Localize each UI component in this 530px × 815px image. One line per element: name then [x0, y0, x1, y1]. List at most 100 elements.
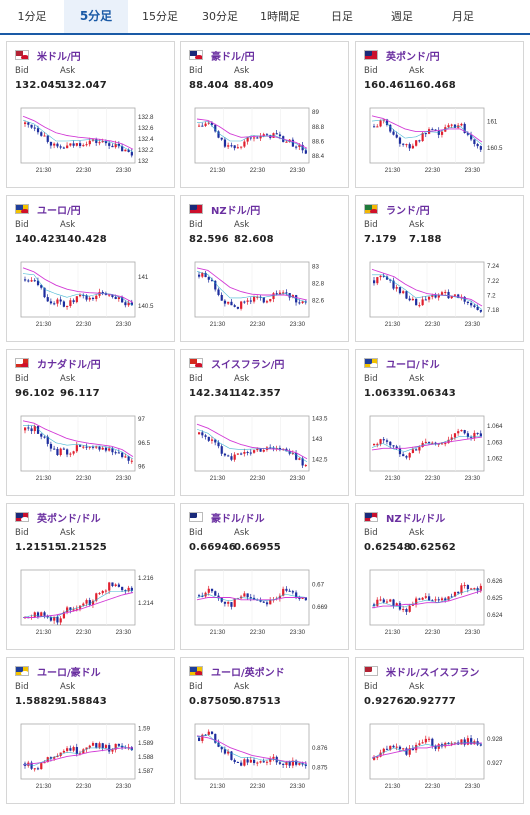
candle	[217, 131, 220, 138]
moving-average-line	[371, 268, 483, 307]
bid-label: Bid	[364, 528, 378, 538]
candle	[227, 301, 230, 304]
candle	[460, 739, 463, 745]
tab-week[interactable]: 週足	[391, 10, 413, 23]
candle	[262, 449, 265, 452]
tab-30m[interactable]: 30分足	[202, 10, 238, 23]
candle	[291, 139, 295, 147]
bid-value: 0.92762	[364, 696, 411, 707]
candle	[72, 609, 75, 611]
moving-average-line	[371, 436, 483, 451]
candle	[233, 145, 236, 149]
candle	[56, 616, 59, 623]
x-tick-label: 23:30	[465, 321, 481, 328]
x-tick-label: 22:30	[250, 167, 266, 174]
x-tick-label: 21:30	[385, 321, 401, 328]
candle	[72, 143, 75, 146]
candle	[246, 593, 249, 598]
candle	[95, 446, 98, 448]
candle	[124, 302, 127, 306]
candle	[385, 748, 389, 750]
y-tick-label: 132.6	[138, 125, 154, 132]
y-tick-label: 132.2	[138, 147, 154, 154]
candle	[85, 295, 88, 300]
x-tick-label: 22:30	[425, 167, 441, 174]
x-tick-label: 22:30	[425, 321, 441, 328]
timeframe-tab-bar: 1分足 5分足 15分足 30分足 1時間足 日足 週足 月足	[0, 0, 530, 35]
x-tick-label: 22:30	[425, 475, 441, 482]
candle	[121, 586, 124, 591]
ask-value: 160.468	[409, 80, 456, 91]
bid-label: Bid	[15, 66, 29, 76]
currency-card: ユーロ/円 Bid Ask 140.423 140.428 141 140.5 21:30 22…	[6, 195, 175, 342]
candle	[214, 733, 217, 743]
candle	[249, 300, 252, 302]
x-tick-label: 21:30	[36, 167, 52, 174]
pair-name: ユーロ/円	[37, 206, 81, 217]
tab-1h[interactable]: 1時間足	[260, 10, 300, 23]
moving-average-line	[22, 590, 134, 618]
candle	[220, 446, 223, 454]
candle	[233, 598, 236, 607]
candle	[91, 446, 95, 448]
candle	[111, 749, 114, 752]
x-tick-label: 21:30	[36, 475, 52, 482]
currency-card: カナダドル/円 Bid Ask 96.102 96.117 97 96.5 96 21:30 22…	[6, 349, 175, 496]
tab-1m[interactable]: 1分足	[17, 10, 47, 23]
tab-15m[interactable]: 15分足	[142, 10, 178, 23]
candle	[66, 449, 69, 455]
tab-day[interactable]: 日足	[331, 10, 353, 23]
candle	[437, 599, 440, 601]
bid-label: Bid	[189, 528, 203, 538]
ask-value: 0.62562	[409, 542, 456, 553]
candle	[411, 449, 415, 453]
tab-month[interactable]: 月足	[452, 10, 474, 23]
candle	[415, 298, 418, 306]
candle	[476, 588, 479, 591]
candle	[36, 768, 40, 770]
candle	[373, 757, 376, 760]
pair-name: 豪ドル/ドル	[211, 514, 265, 525]
bid-value: 142.341	[189, 388, 236, 399]
candle	[85, 747, 88, 750]
x-tick-label: 22:30	[76, 167, 92, 174]
bid-label: Bid	[364, 66, 378, 76]
candle	[56, 755, 59, 758]
tab-5m[interactable]: 5分足	[64, 0, 128, 35]
candle	[66, 145, 69, 149]
x-tick-label: 21:30	[36, 321, 52, 328]
candle	[476, 306, 479, 310]
candle	[434, 442, 437, 445]
candle	[127, 149, 130, 153]
candle	[249, 597, 252, 599]
price-chart: 141 140.5 21:30 22:30 23:30	[20, 261, 154, 328]
candle	[285, 761, 288, 765]
ask-label: Ask	[60, 528, 76, 538]
x-tick-label: 22:30	[250, 475, 266, 482]
candle	[382, 275, 385, 277]
candle	[428, 596, 431, 601]
pair-name: ユーロ/英ポンド	[211, 668, 285, 679]
candle	[98, 593, 101, 595]
candle	[40, 763, 43, 770]
candle	[223, 300, 227, 304]
candle	[295, 452, 298, 460]
candle	[127, 302, 130, 306]
gb-us-flag-icon	[15, 512, 29, 522]
candle	[240, 453, 243, 455]
candle	[405, 609, 408, 612]
candle	[479, 585, 482, 591]
moving-average-line	[23, 592, 134, 618]
candle	[282, 292, 285, 294]
candle	[421, 742, 424, 744]
candle	[402, 609, 405, 611]
candle	[476, 143, 479, 147]
candle	[104, 745, 108, 748]
candle	[411, 145, 415, 149]
candle	[301, 301, 304, 303]
price-chart: 89 88.8 88.6 88.4 21:30 22:30 23:30	[194, 107, 325, 174]
candle	[256, 296, 259, 298]
candle	[450, 295, 453, 299]
candle	[398, 746, 402, 749]
candle	[379, 752, 382, 757]
